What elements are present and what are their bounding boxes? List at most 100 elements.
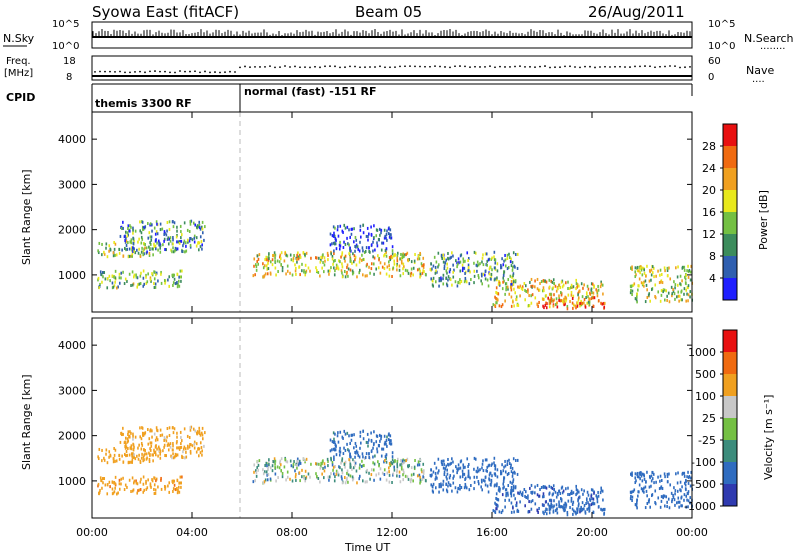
velocity-cell bbox=[148, 437, 151, 441]
velocity-cell bbox=[575, 512, 577, 516]
velocity-cell bbox=[437, 471, 439, 475]
velocity-cell bbox=[440, 482, 442, 486]
velocity-cell bbox=[358, 477, 361, 481]
power-cell bbox=[170, 248, 172, 252]
velocity-cell bbox=[505, 494, 507, 498]
power-cell bbox=[661, 281, 664, 285]
velocity-cell bbox=[447, 481, 450, 485]
velocity-cell bbox=[332, 447, 335, 451]
velocity-cell bbox=[128, 460, 131, 464]
power-cell bbox=[584, 305, 587, 309]
velocity-cell bbox=[482, 459, 484, 463]
velocity-cell bbox=[590, 494, 593, 498]
power-cell bbox=[340, 269, 343, 273]
power-cell bbox=[200, 225, 203, 229]
power-cell bbox=[296, 257, 298, 261]
velocity-cell bbox=[561, 505, 564, 509]
velocity-cell bbox=[556, 507, 558, 511]
velocity-cell bbox=[442, 483, 444, 487]
velocity-cell bbox=[567, 499, 570, 503]
velocity-cell bbox=[490, 480, 493, 484]
freq-dots bbox=[94, 65, 691, 74]
power-cell bbox=[319, 274, 321, 278]
velocity-cell bbox=[342, 452, 345, 456]
power-cell bbox=[359, 224, 362, 228]
power-cell bbox=[356, 275, 358, 279]
power-cell bbox=[667, 291, 670, 295]
power-cell bbox=[467, 266, 470, 270]
velocity-cell bbox=[336, 471, 339, 475]
power-cell bbox=[421, 264, 423, 268]
velocity-cell bbox=[650, 479, 653, 483]
power-cell bbox=[513, 264, 516, 268]
velocity-cell bbox=[555, 495, 558, 499]
velocity-cell bbox=[438, 485, 441, 489]
power-cell bbox=[125, 230, 127, 234]
power-cell bbox=[506, 256, 509, 260]
velocity-cell bbox=[385, 442, 387, 446]
power-cell bbox=[629, 291, 632, 295]
velocity-cell bbox=[588, 506, 591, 510]
power-cell bbox=[133, 249, 135, 253]
power-cell bbox=[659, 273, 661, 277]
velocity-cell bbox=[179, 446, 181, 450]
velocity-cell bbox=[512, 457, 515, 461]
velocity-cell bbox=[676, 489, 679, 493]
power-cell bbox=[655, 274, 657, 278]
power-cell bbox=[543, 306, 545, 310]
power-cell bbox=[335, 263, 338, 267]
power-cell bbox=[400, 252, 402, 256]
power-cell bbox=[139, 229, 142, 233]
power-cell bbox=[550, 279, 553, 283]
power-cell bbox=[553, 293, 555, 297]
power-cell bbox=[677, 265, 679, 269]
velocity-cell bbox=[583, 507, 585, 511]
power-cell bbox=[268, 257, 270, 261]
power-cell bbox=[577, 296, 580, 300]
velocity-cell bbox=[448, 476, 451, 480]
velocity-cell bbox=[125, 454, 127, 458]
power-cell bbox=[602, 292, 604, 296]
power-cell bbox=[122, 220, 124, 224]
velocity-cell bbox=[466, 457, 469, 461]
velocity-cell bbox=[144, 452, 146, 456]
velocity-cell bbox=[517, 491, 519, 495]
power-cell bbox=[361, 258, 363, 262]
power-cell bbox=[477, 276, 480, 280]
power-cell bbox=[556, 305, 559, 309]
power-cell bbox=[289, 253, 292, 257]
power-cell bbox=[596, 289, 598, 293]
velocity-cell bbox=[581, 507, 583, 511]
power-cell bbox=[178, 284, 181, 288]
velocity-cell bbox=[643, 486, 645, 490]
velocity-cell bbox=[552, 505, 554, 509]
power-cell bbox=[341, 251, 344, 255]
freq-label-line2: [MHz] bbox=[4, 68, 33, 79]
velocity-cell bbox=[124, 452, 126, 456]
velocity-cell bbox=[385, 456, 387, 460]
power-cell bbox=[403, 255, 405, 259]
power-cell bbox=[190, 219, 193, 223]
freq-dot bbox=[149, 70, 151, 73]
power-cell bbox=[524, 298, 526, 302]
velocity-cell bbox=[530, 483, 533, 487]
velocity-cell bbox=[176, 435, 178, 439]
power-cell bbox=[601, 302, 604, 306]
power-cell bbox=[154, 232, 157, 236]
power-cell bbox=[127, 255, 130, 259]
power-cell bbox=[508, 292, 511, 296]
power-cell bbox=[509, 260, 512, 264]
power-cell bbox=[510, 304, 513, 308]
power-cell bbox=[115, 253, 118, 257]
velocity-cell bbox=[193, 446, 196, 450]
power-cell bbox=[299, 273, 301, 277]
power-cell bbox=[138, 282, 141, 286]
velocity-cell bbox=[330, 458, 332, 462]
power-cell bbox=[113, 240, 115, 244]
power-cell bbox=[131, 252, 134, 256]
power-cell bbox=[160, 272, 162, 276]
velocity-cell bbox=[574, 510, 577, 514]
velocity-cell bbox=[577, 502, 580, 506]
velocity-cell bbox=[178, 490, 181, 494]
power-cell bbox=[496, 301, 498, 305]
